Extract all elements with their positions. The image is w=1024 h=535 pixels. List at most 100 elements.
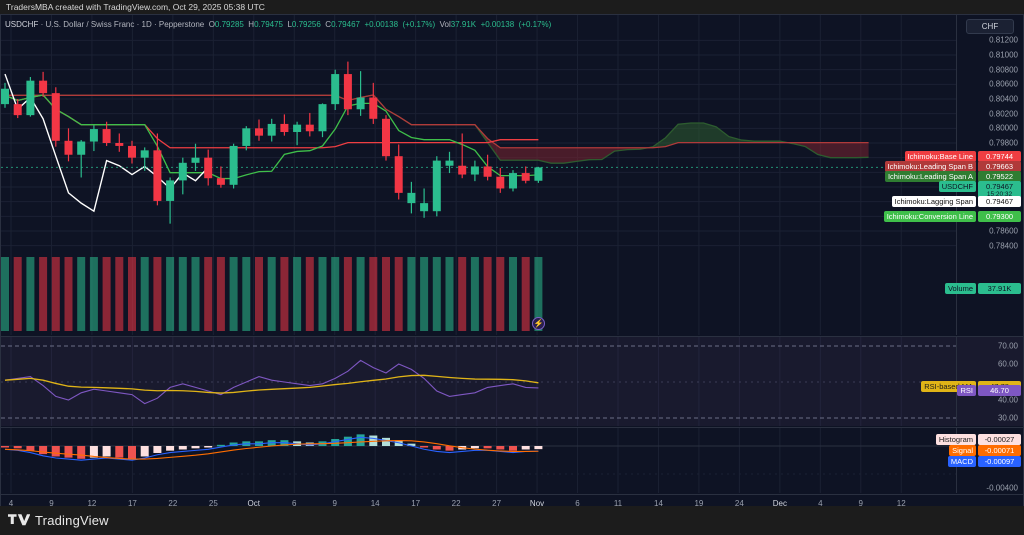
volume-bar[interactable] bbox=[407, 257, 416, 331]
price-badge-label[interactable]: Ichimoku:Leading Span B bbox=[884, 161, 976, 172]
volume-bar[interactable] bbox=[255, 257, 263, 331]
candlestick[interactable] bbox=[13, 99, 22, 119]
macd-badge-value[interactable]: -0.00027 bbox=[978, 434, 1021, 445]
candlestick[interactable] bbox=[394, 144, 403, 200]
volume-bar[interactable] bbox=[204, 257, 213, 331]
candlestick[interactable] bbox=[280, 114, 289, 136]
macd-badge-label[interactable]: Histogram bbox=[935, 434, 976, 445]
candlestick[interactable] bbox=[89, 125, 98, 152]
rsi-badge-value[interactable]: 46.70 bbox=[978, 384, 1021, 396]
macd-histogram-bar[interactable] bbox=[445, 446, 454, 451]
candlestick[interactable] bbox=[51, 87, 60, 147]
volume-bar[interactable] bbox=[445, 257, 454, 331]
candlestick[interactable] bbox=[39, 71, 48, 97]
rsi-plot-area[interactable] bbox=[1, 337, 956, 426]
volume-bar[interactable] bbox=[115, 257, 124, 331]
volume-bar[interactable] bbox=[229, 257, 238, 331]
candlestick[interactable] bbox=[483, 154, 492, 181]
macd-histogram-bar[interactable] bbox=[39, 446, 48, 455]
legend-interval[interactable]: 1D bbox=[141, 20, 152, 29]
candlestick[interactable] bbox=[140, 147, 149, 171]
candlestick[interactable] bbox=[204, 149, 213, 186]
candlestick[interactable] bbox=[509, 170, 517, 192]
candlestick[interactable] bbox=[64, 128, 73, 162]
macd-badge-value[interactable]: -0.00097 bbox=[978, 456, 1021, 467]
candlestick[interactable] bbox=[166, 177, 175, 224]
macd-histogram-bar[interactable] bbox=[331, 439, 340, 446]
tradingview-logo[interactable]: TradingView bbox=[8, 513, 109, 528]
macd-histogram-bar[interactable] bbox=[102, 446, 111, 457]
volume-bar[interactable] bbox=[521, 257, 530, 331]
candlestick[interactable] bbox=[178, 157, 187, 195]
volume-badge-value[interactable]: 37.91K bbox=[978, 283, 1021, 294]
candlestick[interactable] bbox=[445, 151, 454, 174]
candlestick[interactable] bbox=[128, 140, 136, 164]
macd-histogram-bar[interactable] bbox=[178, 446, 187, 450]
price-badge-label[interactable]: Ichimoku:Conversion Line bbox=[883, 211, 976, 222]
volume-bar[interactable] bbox=[509, 257, 517, 331]
volume-bar[interactable] bbox=[1, 257, 9, 331]
candlestick[interactable] bbox=[26, 77, 35, 117]
macd-badge-label[interactable]: MACD bbox=[947, 456, 976, 467]
candlestick[interactable] bbox=[242, 126, 251, 151]
volume-bar[interactable] bbox=[102, 257, 111, 331]
volume-bar[interactable] bbox=[153, 257, 162, 331]
macd-histogram-bar[interactable] bbox=[229, 442, 238, 446]
macd-histogram-bar[interactable] bbox=[204, 446, 213, 448]
candlestick[interactable] bbox=[343, 61, 352, 116]
macd-histogram-bar[interactable] bbox=[432, 446, 441, 450]
macd-histogram-bar[interactable] bbox=[369, 435, 378, 446]
volume-bar[interactable] bbox=[280, 257, 289, 331]
candlestick[interactable] bbox=[77, 140, 86, 178]
volume-bar[interactable] bbox=[534, 257, 543, 331]
volume-bar[interactable] bbox=[318, 257, 327, 331]
macd-histogram-bar[interactable] bbox=[534, 446, 543, 450]
volume-badge-label[interactable]: Volume bbox=[944, 283, 976, 294]
macd-histogram-bar[interactable] bbox=[166, 446, 175, 451]
price-pane[interactable]: CHF 0.81200 0.81000 0.80800 0.80600 0.80400 0… bbox=[1, 15, 1023, 335]
macd-histogram-bar[interactable] bbox=[382, 437, 390, 446]
volume-bar[interactable] bbox=[496, 257, 505, 331]
candlestick[interactable] bbox=[255, 119, 263, 141]
volume-bar[interactable] bbox=[305, 257, 314, 331]
macd-histogram-bar[interactable] bbox=[51, 446, 60, 457]
rsi-badge-label[interactable]: RSI-based MA bbox=[921, 380, 976, 392]
volume-bar[interactable] bbox=[51, 257, 60, 331]
price-badge-label[interactable]: Ichimoku:Lagging Span bbox=[891, 196, 976, 207]
volume-bar[interactable] bbox=[13, 257, 22, 331]
candlestick[interactable] bbox=[331, 69, 340, 110]
macd-badge-value[interactable]: -0.00071 bbox=[978, 445, 1021, 456]
price-badge-label[interactable]: USDCHF bbox=[938, 181, 976, 192]
volume-bar[interactable] bbox=[191, 257, 200, 331]
candlestick[interactable] bbox=[1, 82, 9, 108]
macd-plot-area[interactable] bbox=[1, 428, 956, 493]
macd-histogram-bar[interactable] bbox=[64, 446, 73, 458]
candlestick[interactable] bbox=[521, 166, 530, 184]
macd-histogram-bar[interactable] bbox=[420, 446, 429, 448]
volume-bar[interactable] bbox=[89, 257, 98, 331]
volume-bar[interactable] bbox=[242, 257, 251, 331]
macd-scale[interactable]: -0.00400 -0.00027 Histogram -0.00071 Signal -… bbox=[935, 428, 1023, 493]
legend-symbol[interactable]: USDCHF bbox=[5, 20, 39, 29]
candlestick[interactable] bbox=[191, 143, 200, 171]
volume-bar[interactable] bbox=[356, 257, 365, 331]
candlestick[interactable] bbox=[534, 166, 543, 183]
price-badge-value[interactable]: 0.79744 bbox=[978, 151, 1021, 162]
price-badge-value[interactable]: 0.79522 bbox=[978, 171, 1021, 182]
volume-bar[interactable] bbox=[77, 257, 86, 331]
candlestick[interactable] bbox=[369, 82, 378, 124]
candlestick[interactable] bbox=[293, 121, 302, 146]
macd-histogram-bar[interactable] bbox=[89, 446, 98, 458]
macd-histogram-bar[interactable] bbox=[521, 446, 530, 450]
volume-bar[interactable] bbox=[420, 257, 429, 331]
price-badge-label[interactable]: Ichimoku:Leading Span A bbox=[884, 171, 976, 182]
candlestick[interactable] bbox=[229, 143, 238, 189]
volume-bar[interactable] bbox=[26, 257, 35, 331]
macd-histogram-bar[interactable] bbox=[407, 443, 416, 446]
volume-bar[interactable] bbox=[343, 257, 352, 331]
candlestick[interactable] bbox=[470, 160, 479, 182]
macd-histogram-bar[interactable] bbox=[191, 446, 200, 449]
volume-bar[interactable] bbox=[128, 257, 136, 331]
candlestick[interactable] bbox=[153, 133, 162, 206]
